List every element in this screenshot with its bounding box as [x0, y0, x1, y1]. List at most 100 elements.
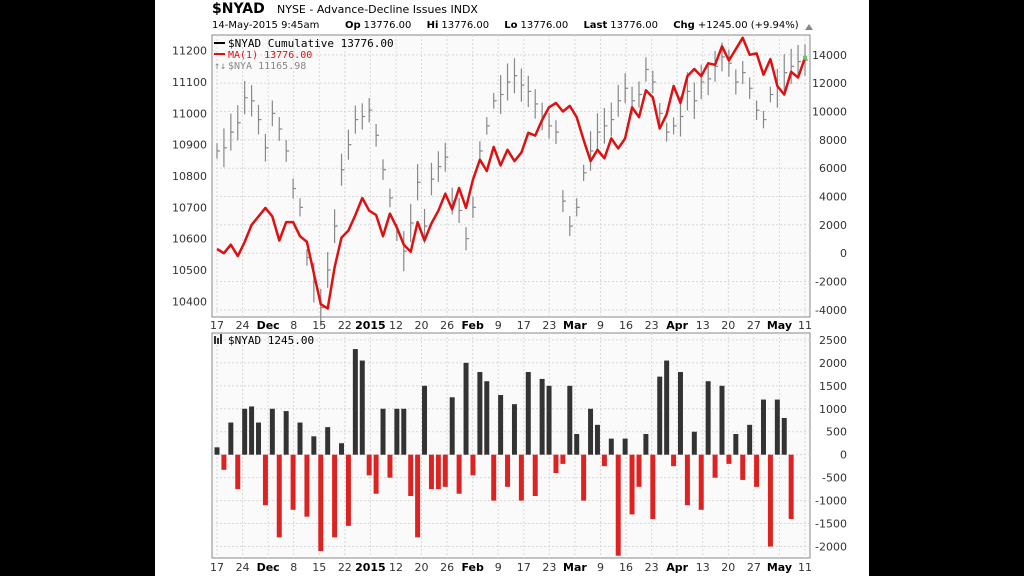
nyad-bar [608, 438, 614, 455]
nyad-bar [553, 454, 559, 474]
nyad-bar [574, 434, 580, 455]
hist-x-tick-label: 12 [389, 561, 403, 574]
nyad-bar [774, 399, 780, 455]
nyad-bar [546, 385, 552, 455]
left-y-tick-label: 11100 [172, 76, 207, 89]
price-x-tick-label: 13 [696, 319, 710, 332]
hist-y-tick-label: 500 [826, 426, 847, 439]
nyad-bar [463, 362, 469, 455]
price-x-tick-label: 20 [721, 319, 735, 332]
nyad-bar [228, 422, 234, 455]
nyad-bar [387, 454, 393, 478]
nyad-bar [747, 424, 753, 455]
nyad-bar [435, 454, 441, 490]
nyad-bar [325, 427, 331, 455]
nyad-bar [449, 397, 455, 455]
nyad-bar [511, 404, 517, 455]
hist-y-tick-label: 2000 [819, 357, 847, 370]
left-y-tick-label: 11000 [172, 107, 207, 120]
nyad-bar [518, 454, 524, 501]
collapse-arrow-icon[interactable] [805, 24, 813, 30]
nyad-bar [781, 417, 787, 455]
hist-x-tick-label: 17 [517, 561, 531, 574]
hist-y-tick-label: -500 [822, 472, 847, 485]
nyad-bar [505, 454, 511, 487]
quote-low: Lo 13776.00 [504, 20, 569, 31]
hist-x-tick-label: 15 [312, 561, 326, 574]
price-x-tick-label: 9 [597, 319, 604, 332]
nyad-bar [657, 376, 663, 455]
legend-nya: $NYA 11165.98 [228, 61, 306, 72]
price-x-tick-label: May [767, 319, 792, 332]
hist-x-tick-label: Dec [257, 561, 280, 574]
hist-y-tick-label: 2500 [819, 334, 847, 347]
right-y-tick-label: 10000 [812, 106, 847, 119]
hist-x-tick-label: 16 [619, 561, 633, 574]
hist-x-tick-label: 11 [798, 561, 812, 574]
hist-x-tick-label: 22 [338, 561, 352, 574]
right-y-tick-label: 4000 [819, 191, 847, 204]
nyad-bar [359, 360, 365, 455]
price-x-tick-label: 23 [645, 319, 659, 332]
hist-x-tick-label: 23 [645, 561, 659, 574]
nyad-bar [221, 454, 227, 470]
nyad-bar [249, 406, 255, 455]
quote-change: Chg +1245.00 (+9.94%) [673, 20, 799, 31]
nyad-bar [705, 381, 711, 455]
left-y-tick-label: 10600 [172, 233, 207, 246]
price-x-tick-label: 17 [517, 319, 531, 332]
left-y-tick-label: 10500 [172, 264, 207, 277]
nyad-bar [761, 399, 766, 455]
price-x-tick-label: Dec [257, 319, 280, 332]
price-x-tick-label: 17 [210, 319, 224, 332]
nyad-bar [422, 385, 428, 455]
hist-x-tick-label: 23 [542, 561, 556, 574]
nyad-bar [788, 454, 794, 519]
nyad-bar [691, 431, 697, 455]
nyad-bar [428, 454, 434, 490]
hist-x-tick-label: 26 [440, 561, 454, 574]
histogram-icon-bar1 [214, 336, 216, 344]
chart-header: $NYAD NYSE - Advance-Decline Issues INDX… [155, 0, 869, 36]
left-y-tick-label: 10900 [172, 139, 207, 152]
price-x-tick-label: 27 [747, 319, 761, 332]
nyad-bar [352, 349, 358, 455]
nyad-bar [719, 385, 725, 455]
nyad-bar [242, 408, 248, 455]
hist-x-tick-label: 13 [696, 561, 710, 574]
nyad-bar [491, 454, 497, 501]
nyad-bar [408, 454, 414, 497]
histogram-icon-bar2 [217, 338, 219, 344]
legend-ma: MA(1) 13776.00 [228, 50, 312, 61]
nyad-bar [318, 454, 324, 552]
left-y-tick-label: 10700 [172, 201, 207, 214]
nyad-bar [484, 381, 490, 455]
quote-datetime: 14-May-2015 9:45am [212, 20, 320, 31]
nyad-bar [214, 447, 220, 455]
nyad-bar [581, 454, 587, 501]
price-x-tick-label: 26 [440, 319, 454, 332]
nyad-bar [560, 454, 566, 464]
nyad-bar [415, 454, 421, 538]
nyad-bar [643, 434, 649, 455]
nyad-bar [588, 408, 594, 455]
right-y-tick-label: 0 [840, 247, 847, 260]
exchange-label: INDX [450, 3, 478, 16]
nyad-bar [532, 454, 538, 497]
nyad-bar [664, 360, 670, 455]
nyad-bar [601, 454, 607, 467]
nyad-bar [567, 385, 573, 455]
symbol-name: NYSE - Advance-Decline Issues INDX [277, 3, 478, 16]
nyad-bar [470, 454, 476, 476]
nyad-bar [712, 454, 718, 478]
price-x-tick-label: 22 [338, 319, 352, 332]
nyad-bar [539, 378, 545, 455]
hist-x-tick-label: 8 [290, 561, 297, 574]
hist-y-tick-label: 1500 [819, 380, 847, 393]
nyad-bar [256, 422, 261, 455]
nyad-bar [754, 454, 760, 487]
hist-x-tick-label: 27 [747, 561, 761, 574]
nyad-bar [235, 454, 241, 490]
nyad-bar [297, 422, 303, 455]
hist-x-tick-label: 9 [597, 561, 604, 574]
